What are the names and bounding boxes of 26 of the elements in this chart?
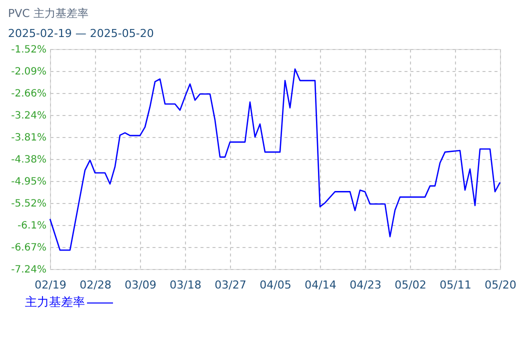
x-tick-label: 04/05 bbox=[260, 278, 292, 292]
y-tick-label: -6.1% bbox=[17, 220, 46, 232]
line-series bbox=[49, 68, 501, 251]
legend-label: 主力基差率 bbox=[25, 295, 85, 309]
x-tick-label: 05/20 bbox=[484, 278, 516, 292]
x-tick-label: 03/27 bbox=[214, 278, 246, 292]
y-tick-label: -2.66% bbox=[11, 88, 46, 100]
x-tick-label: 05/02 bbox=[394, 278, 426, 292]
y-tick-label: -2.09% bbox=[11, 66, 46, 78]
y-tick-label: -6.67% bbox=[11, 242, 46, 254]
x-tick-label: 03/18 bbox=[170, 278, 202, 292]
y-tick-label: -5.52% bbox=[11, 198, 46, 210]
chart-title: PVC 主力基差率 bbox=[8, 7, 88, 20]
y-tick-label: -1.52% bbox=[11, 44, 46, 56]
x-tick-label: 02/19 bbox=[34, 278, 66, 292]
x-tick-label: 05/11 bbox=[440, 278, 472, 292]
chart-subtitle: 2025-02-19 — 2025-05-20 bbox=[8, 27, 154, 40]
x-tick-label: 04/14 bbox=[304, 278, 336, 292]
x-tick-label: 04/23 bbox=[350, 278, 382, 292]
x-tick-label: 02/28 bbox=[80, 278, 112, 292]
y-tick-label: -3.24% bbox=[11, 110, 46, 122]
y-tick-label: -4.38% bbox=[11, 154, 46, 166]
x-tick-label: 03/09 bbox=[124, 278, 156, 292]
y-tick-label: -4.95% bbox=[11, 176, 46, 188]
y-tick-label: -3.81% bbox=[11, 132, 46, 144]
y-tick-label: -7.24% bbox=[11, 264, 46, 276]
